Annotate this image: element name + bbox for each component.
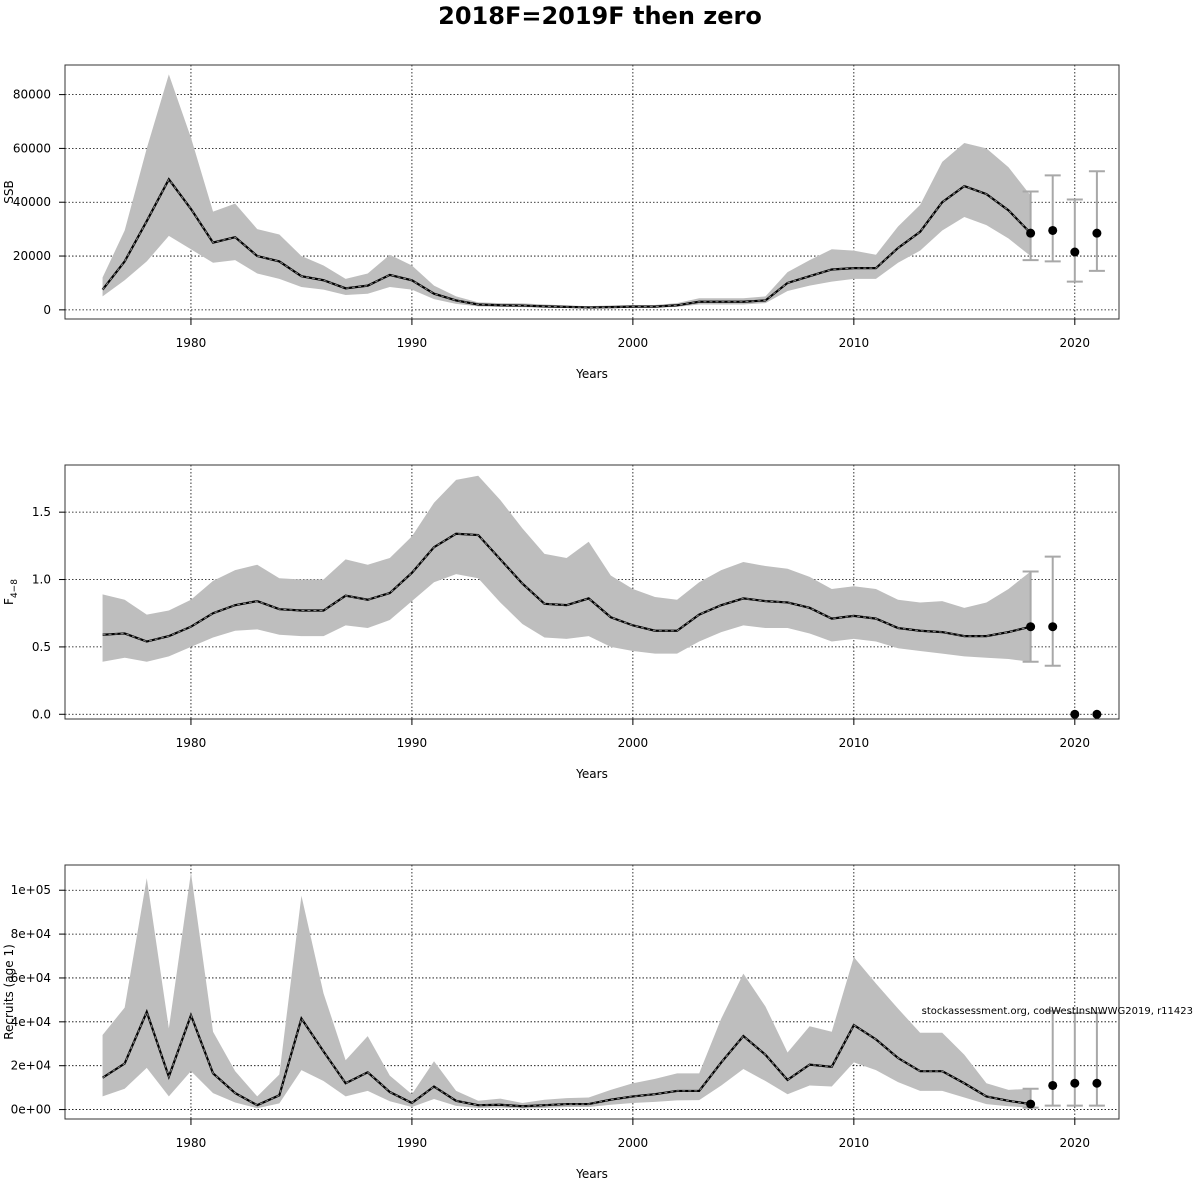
chart-ssb-y-tick-label: 40000	[13, 195, 51, 209]
chart-recruits-y-tick-label: 1e+05	[11, 883, 51, 897]
chart-f-y-tick-label: 1.5	[32, 505, 51, 519]
chart-recruits-projection-point	[1070, 1078, 1080, 1088]
figure-title: 2018F=2019F then zero	[438, 2, 762, 30]
chart-ssb-y-tick-label: 60000	[13, 141, 51, 155]
chart-ssb-x-tick-label: 2000	[618, 336, 649, 350]
chart-f-estimate-line-dashes	[102, 533, 1031, 643]
chart-ssb-x-tick-label: 1990	[397, 336, 428, 350]
chart-ssb-x-tick-label: 2020	[1060, 336, 1091, 350]
chart-f-x-tick-label: 1990	[397, 736, 428, 750]
chart-recruits-y-axis-label: Recruits (age 1)	[2, 944, 16, 1040]
chart-recruits-projection-point	[1092, 1078, 1102, 1088]
chart-recruits-y-tick-label: 4e+04	[11, 1015, 51, 1029]
chart-f-projection-point	[1092, 709, 1102, 719]
chart-f-confidence-band	[102, 475, 1031, 662]
chart-ssb-y-axis-label: SSB	[2, 180, 16, 203]
chart-recruits-x-tick-label: 1990	[397, 1136, 428, 1150]
chart-ssb-projection-point	[1048, 225, 1058, 235]
chart-recruits-projection-point	[1048, 1080, 1058, 1090]
chart-recruits-projection-point	[1026, 1099, 1036, 1109]
chart-f-x-tick-label: 1980	[176, 736, 207, 750]
chart-f-projection-point	[1048, 622, 1058, 632]
recruits-panel: 1980 1990 2000 2010 2020 0e+00 2e+04 4e+04 6e+04…	[2, 864, 1120, 1181]
chart-f-projection-point	[1026, 622, 1036, 632]
chart-f-y-tick-label: 1.0	[32, 573, 51, 587]
chart-f-x-tick-label: 2020	[1060, 736, 1091, 750]
chart-ssb-projection-point	[1092, 228, 1102, 238]
chart-f-x-tick-label: 2010	[839, 736, 870, 750]
chart-ssb-x-tick-label: 2010	[839, 336, 870, 350]
chart-f-projection-point	[1070, 709, 1080, 719]
chart-ssb-projection-point	[1026, 228, 1036, 238]
chart-ssb-projection-point	[1070, 247, 1080, 257]
chart-recruits-y-tick-label: 2e+04	[11, 1059, 51, 1073]
chart-f-y-axis-label-subscript: 4−8	[10, 579, 20, 598]
chart-recruits-x-tick-label: 2020	[1060, 1136, 1091, 1150]
chart-f-y-axis-label: F4−8	[2, 579, 20, 605]
chart-ssb-plot-frame	[64, 64, 1120, 320]
chart-recruits-estimate-line-dashes	[102, 1010, 1031, 1107]
chart-ssb-confidence-band	[102, 74, 1031, 309]
chart-ssb-y-tick-label: 0	[43, 303, 51, 317]
chart-recruits-y-tick-label: 8e+04	[11, 927, 51, 941]
chart-f-x-axis-label: Years	[575, 767, 608, 781]
chart-recruits-y-tick-label: 0e+00	[11, 1103, 51, 1117]
chart-recruits-confidence-band	[102, 872, 1031, 1109]
chart-ssb-y-tick-label: 80000	[13, 88, 51, 102]
chart-ssb-estimate-line-dashes	[102, 178, 1031, 308]
chart-f-y-axis-label-main: F	[2, 598, 16, 605]
chart-ssb-x-axis-label: Years	[575, 367, 608, 381]
chart-recruits-x-tick-label: 1980	[176, 1136, 207, 1150]
chart-f-y-tick-label: 0.5	[32, 640, 51, 654]
ssb-panel: 1980 1990 2000 2010 2020 0 20000 40000 60000 8000…	[2, 64, 1120, 381]
chart-recruits-plot-frame	[64, 864, 1120, 1120]
chart-ssb-y-tick-label: 20000	[13, 249, 51, 263]
chart-recruits-x-tick-label: 2000	[618, 1136, 649, 1150]
chart-f-y-tick-label: 0.0	[32, 707, 51, 721]
f-panel: 1980 1990 2000 2010 2020 0.0 0.5 1.0 1.5 Years F4−…	[2, 464, 1120, 781]
chart-ssb-y-axis-label-main: SSB	[2, 180, 16, 203]
watermark-text: stockassessment.org, codWestInsNWWG2019,…	[922, 1006, 1193, 1017]
chart-recruits-x-axis-label: Years	[575, 1167, 608, 1181]
chart-f-x-tick-label: 2000	[618, 736, 649, 750]
chart-recruits-y-axis-label-main: Recruits (age 1)	[2, 944, 16, 1040]
chart-recruits-y-tick-label: 6e+04	[11, 971, 51, 985]
chart-ssb-x-tick-label: 1980	[176, 336, 207, 350]
chart-f-plot-frame	[64, 464, 1120, 720]
chart-recruits-x-tick-label: 2010	[839, 1136, 870, 1150]
